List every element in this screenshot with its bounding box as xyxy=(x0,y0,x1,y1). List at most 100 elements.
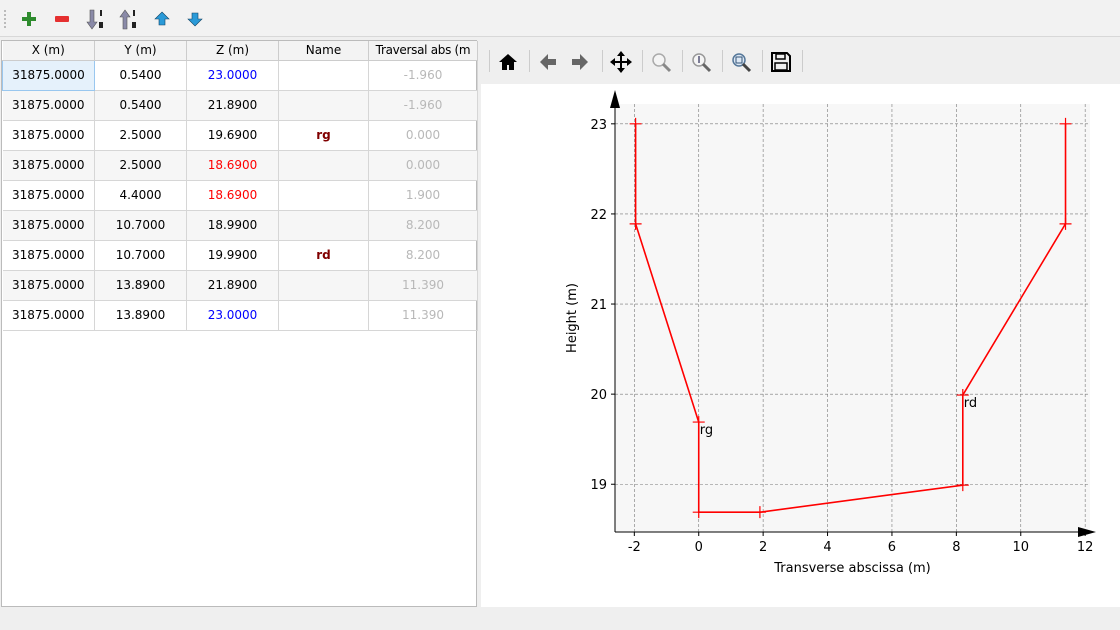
add-row-button[interactable] xyxy=(18,8,40,30)
profile-chart: -2 0 2 4 6 8 10 12 19 20 21 22 23 rg rd Transverse absc… xyxy=(565,90,1096,576)
point-annotation: rd xyxy=(964,396,977,411)
y-cell[interactable]: 0.5400 xyxy=(94,60,187,91)
z-cell[interactable]: 18.9900 xyxy=(186,210,279,241)
forward-button[interactable] xyxy=(566,48,594,76)
data-point-marker xyxy=(753,506,766,519)
x-cell[interactable]: 31875.0000 xyxy=(2,90,95,121)
name-cell[interactable] xyxy=(278,60,369,91)
column-header[interactable]: Z (m) xyxy=(186,41,279,61)
z-cell[interactable]: 19.9900 xyxy=(186,240,279,271)
save-button[interactable] xyxy=(767,48,795,76)
arrow-down-icon xyxy=(187,12,203,27)
table-row[interactable]: 31875.0000 13.8900 21.8900 11.390 xyxy=(2,270,478,301)
back-button[interactable] xyxy=(534,48,562,76)
zoom-fit-icon xyxy=(732,53,752,73)
z-cell[interactable]: 18.6900 xyxy=(186,150,279,181)
traversal-abs-cell[interactable]: 8.200 xyxy=(368,210,478,241)
data-point-marker xyxy=(956,389,969,402)
move-down-button[interactable] xyxy=(184,8,206,30)
x-tick-label: 4 xyxy=(823,540,831,555)
sort-ascending-button[interactable] xyxy=(84,8,106,30)
y-cell[interactable]: 10.7000 xyxy=(94,240,187,271)
table-toolbar xyxy=(0,0,1120,37)
table-row[interactable]: 31875.0000 2.5000 19.6900 rg 0.000 xyxy=(2,120,478,151)
plot-canvas[interactable]: -2 0 2 4 6 8 10 12 19 20 21 22 23 rg rd Transverse absc… xyxy=(481,84,1120,607)
x-cell[interactable]: 31875.0000 xyxy=(2,270,95,301)
zoom-info-button[interactable] xyxy=(687,48,715,76)
table-row[interactable]: 31875.0000 4.4000 18.6900 1.900 xyxy=(2,180,478,211)
plus-icon xyxy=(22,12,36,26)
move-up-button[interactable] xyxy=(151,8,173,30)
name-cell[interactable] xyxy=(278,270,369,301)
table-row[interactable]: 31875.0000 13.8900 23.0000 11.390 xyxy=(2,300,478,331)
traversal-abs-cell[interactable]: 11.390 xyxy=(368,300,478,331)
y-cell[interactable]: 13.8900 xyxy=(94,300,187,331)
name-cell[interactable] xyxy=(278,150,369,181)
zoom-fit-button[interactable] xyxy=(727,48,755,76)
traversal-abs-cell[interactable]: -1.960 xyxy=(368,60,478,91)
traversal-abs-cell[interactable]: 0.000 xyxy=(368,120,478,151)
y-cell[interactable]: 4.4000 xyxy=(94,180,187,211)
table-row[interactable]: 31875.0000 10.7000 19.9900 rd 8.200 xyxy=(2,240,478,271)
y-cell[interactable]: 2.5000 xyxy=(94,120,187,151)
home-button[interactable] xyxy=(494,48,522,76)
table-row[interactable]: 31875.0000 0.5400 21.8900 -1.960 xyxy=(2,90,478,121)
y-cell[interactable]: 10.7000 xyxy=(94,210,187,241)
x-cell[interactable]: 31875.0000 xyxy=(2,180,95,211)
z-cell[interactable]: 21.8900 xyxy=(186,270,279,301)
name-cell[interactable] xyxy=(278,90,369,121)
x-cell[interactable]: 31875.0000 xyxy=(2,240,95,271)
column-header[interactable]: Y (m) xyxy=(94,41,187,61)
x-cell[interactable]: 31875.0000 xyxy=(2,150,95,181)
x-tick-label: 2 xyxy=(759,540,767,555)
y-axis-arrow xyxy=(610,90,620,108)
data-point-marker xyxy=(1059,117,1072,130)
zoom-info-icon xyxy=(692,53,712,73)
column-header[interactable]: X (m) xyxy=(2,41,95,61)
plot-area xyxy=(615,104,1090,532)
data-point-marker xyxy=(692,506,705,519)
x-cell[interactable]: 31875.0000 xyxy=(2,59,95,91)
z-cell[interactable]: 18.6900 xyxy=(186,180,279,211)
z-cell[interactable]: 23.0000 xyxy=(186,60,279,91)
y-cell[interactable]: 13.8900 xyxy=(94,270,187,301)
table-row[interactable]: 31875.0000 0.5400 23.0000 -1.960 xyxy=(2,59,478,91)
y-cell[interactable]: 0.5400 xyxy=(94,90,187,121)
data-point-marker xyxy=(692,416,705,429)
traversal-abs-cell[interactable]: 1.900 xyxy=(368,180,478,211)
name-cell[interactable]: rg xyxy=(278,120,369,151)
z-cell[interactable]: 19.6900 xyxy=(186,120,279,151)
data-point-marker xyxy=(629,117,642,130)
y-cell[interactable]: 2.5000 xyxy=(94,150,187,181)
x-cell[interactable]: 31875.0000 xyxy=(2,120,95,151)
z-cell[interactable]: 21.8900 xyxy=(186,90,279,121)
sort-descending-button[interactable] xyxy=(117,8,139,30)
traversal-abs-cell[interactable]: -1.960 xyxy=(368,90,478,121)
traversal-abs-cell[interactable]: 11.390 xyxy=(368,270,478,301)
traversal-abs-cell[interactable]: 8.200 xyxy=(368,240,478,271)
name-cell[interactable] xyxy=(278,300,369,331)
x-cell[interactable]: 31875.0000 xyxy=(2,300,95,331)
traversal-abs-cell[interactable]: 0.000 xyxy=(368,150,478,181)
x-cell[interactable]: 31875.0000 xyxy=(2,210,95,241)
column-header[interactable]: Traversal abs (m xyxy=(368,41,478,61)
plot-toolbar xyxy=(481,40,1120,84)
x-tick-label: 10 xyxy=(1012,540,1029,555)
column-header[interactable]: Name xyxy=(278,41,369,61)
toolbar-grip[interactable] xyxy=(4,10,7,28)
minus-icon xyxy=(55,16,69,22)
name-cell[interactable] xyxy=(278,180,369,211)
name-cell[interactable]: rd xyxy=(278,240,369,271)
remove-row-button[interactable] xyxy=(51,8,73,30)
zoom-button[interactable] xyxy=(647,48,675,76)
data-point-marker xyxy=(629,217,642,230)
table-row[interactable]: 31875.0000 2.5000 18.6900 0.000 xyxy=(2,150,478,181)
x-tick-label: 12 xyxy=(1077,540,1094,555)
sort-up-icon xyxy=(119,9,136,30)
table-row[interactable]: 31875.0000 10.7000 18.9900 8.200 xyxy=(2,210,478,241)
back-icon xyxy=(540,54,556,70)
pan-button[interactable] xyxy=(607,48,635,76)
name-cell[interactable] xyxy=(278,210,369,241)
z-cell[interactable]: 23.0000 xyxy=(186,300,279,331)
zoom-icon xyxy=(652,53,672,73)
